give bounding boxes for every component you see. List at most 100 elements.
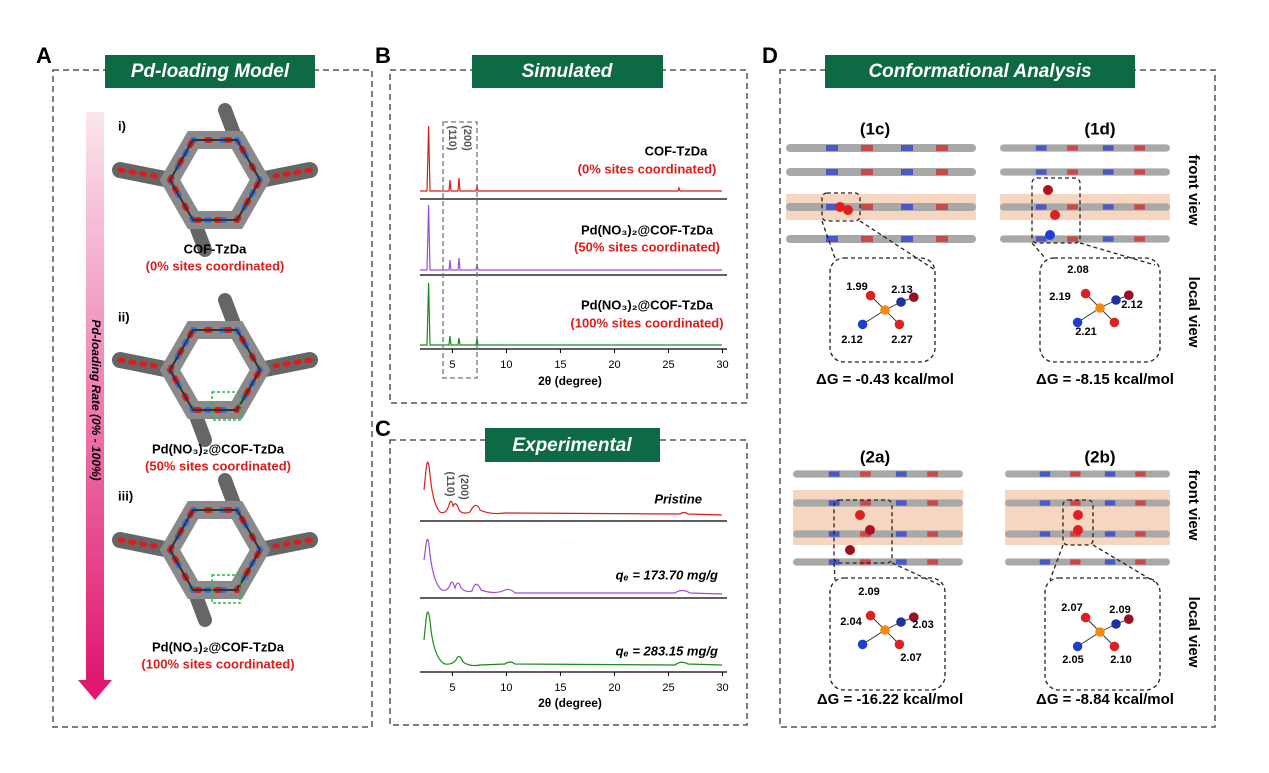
bond-length: 2.12 bbox=[841, 334, 862, 346]
structure-label: (1d) bbox=[1084, 119, 1115, 138]
x-ticks: 5 10 15 20 25 30 bbox=[449, 672, 729, 694]
x-tick-label: 25 bbox=[662, 359, 674, 371]
peak-label: (110) bbox=[446, 125, 458, 150]
x-axis-title: 2θ (degree) bbox=[538, 374, 602, 388]
delta-g: ΔG = -16.22 kcal/mol bbox=[817, 691, 963, 708]
roman: iii) bbox=[118, 488, 133, 503]
panel-letter: D bbox=[762, 43, 778, 68]
x-tick-label: 30 bbox=[716, 682, 728, 694]
panel-c: C Experimental (110) (200) Pristine qₑ =… bbox=[375, 416, 748, 726]
view-label: local view bbox=[1185, 277, 1202, 348]
panel-a: A Pd-loading Model Pd-loading Rate (0% -… bbox=[36, 43, 373, 728]
x-tick-label: 30 bbox=[716, 359, 728, 371]
x-tick-label: 20 bbox=[608, 682, 620, 694]
pattern-trace bbox=[423, 461, 723, 516]
panel-title: Simulated bbox=[522, 61, 613, 82]
bond-length: 2.09 bbox=[1109, 604, 1130, 616]
bond-length: 2.03 bbox=[912, 619, 933, 631]
trace-name: Pd(NO₃)₂@COF-TzDa bbox=[581, 222, 714, 237]
panel-title: Experimental bbox=[512, 435, 632, 456]
peak-label: (110) bbox=[444, 471, 456, 496]
x-axis-title: 2θ (degree) bbox=[538, 696, 602, 710]
delta-g: ΔG = -8.15 kcal/mol bbox=[1036, 371, 1174, 388]
trace-note: (0% sites coordinated) bbox=[578, 161, 717, 176]
bond-length: 2.27 bbox=[891, 334, 912, 346]
panel-letter: B bbox=[375, 43, 391, 68]
x-tick-label: 25 bbox=[662, 682, 674, 694]
x-tick-label: 5 bbox=[449, 359, 455, 371]
x-tick-label: 10 bbox=[500, 359, 512, 371]
trace-name: qₑ = 283.15 mg/g bbox=[616, 643, 718, 658]
bond-length: 2.04 bbox=[840, 616, 862, 628]
title-banner bbox=[485, 428, 660, 462]
delta-g: ΔG = -0.43 kcal/mol bbox=[816, 371, 954, 388]
x-tick-label: 15 bbox=[554, 682, 566, 694]
x-ticks: 5 10 15 20 25 30 bbox=[449, 349, 729, 371]
bond-length: 2.19 bbox=[1049, 291, 1070, 303]
bond-length: 2.13 bbox=[891, 284, 912, 296]
pattern-trace bbox=[420, 125, 722, 192]
peak-box bbox=[442, 121, 478, 379]
trace-name: COF-TzDa bbox=[645, 143, 709, 158]
pattern-trace bbox=[420, 204, 722, 271]
cof-model bbox=[120, 110, 310, 250]
cof-model bbox=[120, 300, 310, 440]
panel-frame bbox=[52, 69, 373, 728]
structure-label: (1c) bbox=[860, 119, 890, 138]
bond-length: 2.10 bbox=[1110, 654, 1131, 666]
model-name: COF-TzDa bbox=[184, 241, 248, 256]
trace-name: qₑ = 173.70 mg/g bbox=[616, 567, 718, 582]
pattern-trace bbox=[423, 611, 723, 667]
cof-model bbox=[120, 480, 310, 620]
bond-length: 1.99 bbox=[846, 281, 867, 293]
loading-arrow bbox=[86, 112, 104, 680]
arrow-head bbox=[78, 680, 112, 700]
title-banner bbox=[105, 55, 315, 88]
model-note: (100% sites coordinated) bbox=[141, 656, 294, 671]
model-note: (0% sites coordinated) bbox=[146, 258, 285, 273]
bond-length: 2.09 bbox=[858, 586, 879, 598]
axis-label: Pd-loading Rate (0% - 100%) bbox=[89, 319, 103, 480]
highlight bbox=[211, 391, 241, 421]
structure-label: (2a) bbox=[860, 447, 890, 466]
panel-frame bbox=[779, 69, 1216, 728]
panel-d: D Conformational Analysis front view loc bbox=[762, 43, 1216, 728]
x-tick-label: 5 bbox=[449, 682, 455, 694]
pattern-trace bbox=[423, 538, 723, 595]
structure-label: (2b) bbox=[1084, 447, 1115, 466]
panel-letter: A bbox=[36, 43, 52, 68]
trace-name: Pristine bbox=[654, 491, 702, 506]
zoom-boxes bbox=[821, 177, 1161, 691]
panel-b: B Simulated (110) (200) COF-TzDa (0% sit… bbox=[375, 43, 748, 404]
bond-length: 2.08 bbox=[1067, 264, 1088, 276]
trace-note: (50% sites coordinated) bbox=[574, 239, 720, 254]
roman: ii) bbox=[118, 309, 130, 324]
bond-length: 2.12 bbox=[1121, 299, 1142, 311]
bond-length: 2.07 bbox=[900, 652, 921, 664]
pattern-trace bbox=[420, 282, 722, 346]
bond-length: 2.21 bbox=[1075, 326, 1096, 338]
x-tick-label: 10 bbox=[500, 682, 512, 694]
x-tick-label: 15 bbox=[554, 359, 566, 371]
panel-title: Pd-loading Model bbox=[131, 61, 290, 82]
panel-letter: C bbox=[375, 416, 391, 441]
title-banner bbox=[825, 55, 1135, 88]
roman: i) bbox=[118, 118, 126, 133]
trace-note: (100% sites coordinated) bbox=[570, 315, 723, 330]
panel-frame bbox=[389, 69, 748, 404]
bond-length: 2.07 bbox=[1061, 602, 1082, 614]
panel-frame bbox=[389, 439, 748, 726]
panel-title: Conformational Analysis bbox=[868, 61, 1091, 82]
highlight bbox=[211, 574, 241, 604]
local-molecules bbox=[835, 185, 1135, 652]
title-banner bbox=[472, 55, 663, 88]
view-label: local view bbox=[1185, 597, 1202, 668]
delta-g: ΔG = -8.84 kcal/mol bbox=[1036, 691, 1174, 708]
model-note: (50% sites coordinated) bbox=[145, 458, 291, 473]
model-name: Pd(NO₃)₂@COF-TzDa bbox=[152, 639, 285, 654]
peak-label: (200) bbox=[461, 125, 473, 151]
bond-length: 2.05 bbox=[1062, 654, 1083, 666]
structures: (1c) ΔG = -0.43 kcal/mol 1.99 2.13 2.12 2.27 (… bbox=[816, 119, 1174, 707]
view-label: front view bbox=[1185, 470, 1202, 541]
